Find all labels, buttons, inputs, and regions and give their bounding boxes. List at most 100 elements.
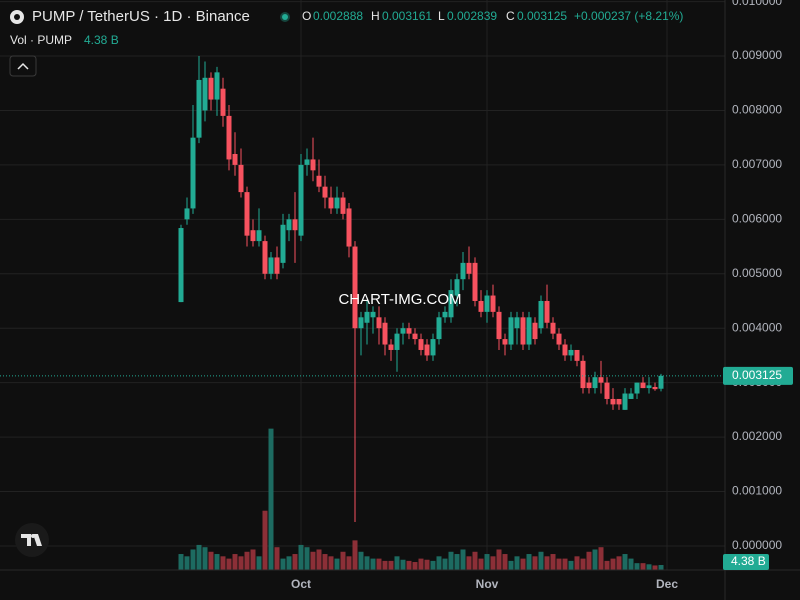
candle-body bbox=[250, 230, 256, 242]
candle-body bbox=[328, 197, 334, 209]
candle-body bbox=[424, 344, 430, 356]
volume-bar bbox=[652, 565, 658, 570]
candle-body bbox=[184, 208, 190, 220]
candle-body bbox=[574, 349, 580, 361]
volume-bar bbox=[562, 558, 568, 570]
volume-bar bbox=[370, 558, 376, 570]
volume-bar bbox=[454, 554, 460, 570]
candle-body bbox=[244, 192, 250, 236]
high-label: H bbox=[371, 9, 380, 23]
volume-layer bbox=[178, 428, 664, 570]
open-label: O bbox=[302, 9, 311, 23]
volume-bar bbox=[238, 556, 244, 570]
candle-body bbox=[394, 333, 400, 350]
volume-label: Vol · PUMP bbox=[10, 33, 72, 47]
candle-body bbox=[610, 398, 616, 405]
candle-body bbox=[532, 322, 538, 340]
volume-value: 4.38 B bbox=[84, 33, 119, 47]
candle-body bbox=[478, 300, 484, 312]
candle-body bbox=[502, 339, 508, 345]
candle-body bbox=[508, 317, 514, 345]
tv-logo-bg[interactable] bbox=[15, 523, 49, 557]
close-label: C bbox=[506, 9, 515, 23]
candle-body bbox=[436, 317, 442, 340]
volume-bar bbox=[514, 556, 520, 570]
volume-bar bbox=[208, 551, 214, 570]
candle-body bbox=[280, 224, 286, 263]
tv-logo[interactable] bbox=[15, 523, 49, 557]
volume-bar bbox=[322, 554, 328, 570]
volume-bar bbox=[286, 556, 292, 570]
tv-logo-mark[interactable] bbox=[21, 534, 42, 546]
volume-bar bbox=[592, 549, 598, 570]
candle-body bbox=[238, 164, 244, 193]
volume-bar bbox=[616, 556, 622, 570]
candle-body bbox=[196, 79, 202, 138]
volume-bar bbox=[280, 558, 286, 570]
candle-body bbox=[604, 382, 610, 399]
candle-body bbox=[262, 241, 268, 274]
candle-body bbox=[652, 386, 658, 390]
candle-body bbox=[304, 159, 310, 165]
volume-bar bbox=[340, 551, 346, 570]
volume-bar bbox=[418, 558, 424, 570]
candle-body bbox=[226, 115, 232, 160]
candle-body bbox=[274, 257, 280, 274]
candle-layer bbox=[178, 56, 664, 522]
volume-bar bbox=[574, 556, 580, 570]
volume-bar bbox=[298, 544, 304, 570]
candle-body bbox=[658, 375, 664, 389]
candle-body bbox=[298, 164, 304, 236]
volume-bar bbox=[448, 551, 454, 570]
axes: 0.0000000.0010000.0020000.0030000.004000… bbox=[0, 0, 793, 591]
volume-bar bbox=[226, 558, 232, 570]
y-tick-label: 0.004000 bbox=[732, 320, 782, 334]
high-value: 0.003161 bbox=[382, 9, 432, 23]
volume-bar bbox=[568, 560, 574, 570]
volume-bar bbox=[424, 559, 430, 570]
volume-bar bbox=[472, 551, 478, 570]
tv-logo-dot[interactable] bbox=[31, 534, 35, 538]
volume-bar bbox=[490, 556, 496, 570]
volume-bar bbox=[184, 556, 190, 570]
candle-body bbox=[220, 88, 226, 116]
volume-bar bbox=[484, 554, 490, 570]
candle-body bbox=[580, 360, 586, 389]
x-tick-label: Nov bbox=[476, 577, 499, 591]
candle-body bbox=[358, 317, 364, 329]
volume-bar bbox=[502, 554, 508, 570]
collapse-button[interactable] bbox=[9, 55, 37, 77]
volume-bar bbox=[628, 558, 634, 570]
volume-bar bbox=[430, 560, 436, 570]
volume-bar bbox=[466, 556, 472, 570]
candle-body bbox=[520, 317, 526, 345]
candle-body bbox=[448, 290, 454, 318]
volume-bar bbox=[178, 554, 184, 570]
x-tick-label: Oct bbox=[291, 577, 311, 591]
candle-body bbox=[550, 322, 556, 334]
candle-body bbox=[208, 77, 214, 100]
y-tick-label: 0.006000 bbox=[732, 211, 782, 225]
collapse-icon[interactable] bbox=[17, 62, 29, 70]
low-label: L bbox=[438, 9, 445, 23]
candle-body bbox=[202, 77, 208, 111]
volume-bar bbox=[634, 563, 640, 570]
volume-bar bbox=[580, 558, 586, 570]
candle-body bbox=[292, 219, 298, 231]
volume-bar bbox=[364, 556, 370, 570]
candle-body bbox=[388, 344, 394, 350]
volume-bar bbox=[604, 560, 610, 570]
volume-bar bbox=[232, 554, 238, 570]
collapse-button-box[interactable] bbox=[9, 55, 37, 77]
volume-tag bbox=[723, 554, 769, 570]
volume-bar bbox=[394, 556, 400, 570]
candle-body bbox=[466, 262, 472, 274]
candle-body bbox=[406, 328, 412, 334]
volume-bar bbox=[262, 510, 268, 570]
volume-bar bbox=[244, 551, 250, 570]
candle-body bbox=[364, 311, 370, 323]
volume-bar bbox=[196, 544, 202, 570]
last-price-tag-text: 0.003125 bbox=[732, 368, 782, 382]
candle-body bbox=[568, 349, 574, 356]
candle-body bbox=[430, 339, 436, 356]
